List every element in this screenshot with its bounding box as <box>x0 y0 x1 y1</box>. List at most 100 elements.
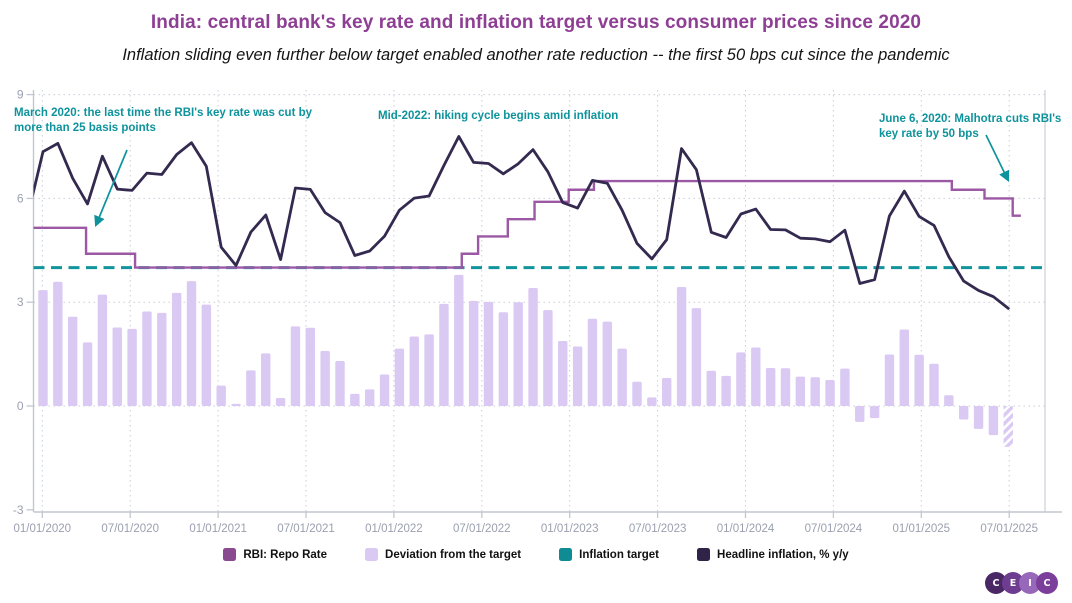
bar-latest-hatched <box>1003 406 1013 447</box>
bar <box>929 363 939 406</box>
y-tick-label: 9 <box>17 88 24 102</box>
bar <box>394 348 405 406</box>
annotation-mid-2022: Mid-2022: hiking cycle begins amid infla… <box>378 110 619 122</box>
x-tick-label: 01/01/2025 <box>893 523 951 535</box>
bar <box>973 406 984 429</box>
x-tick-label: 01/01/2023 <box>541 523 599 535</box>
bar <box>869 406 880 419</box>
bar <box>409 336 419 406</box>
page-title: India: central bank's key rate and infla… <box>150 12 922 33</box>
bar <box>944 395 954 406</box>
logo-letter: C <box>985 572 1007 594</box>
bar <box>157 312 167 406</box>
x-tick-label: 01/01/2024 <box>717 523 775 535</box>
bar <box>275 398 286 406</box>
bar <box>706 370 716 406</box>
bar <box>676 286 687 406</box>
bar <box>468 300 479 406</box>
bar <box>379 374 390 406</box>
bar <box>647 397 657 406</box>
bar <box>543 310 553 406</box>
bar <box>736 352 746 406</box>
bar <box>899 329 909 406</box>
bar <box>825 380 835 406</box>
x-tick-label: 07/01/2023 <box>629 523 687 535</box>
bar <box>691 308 702 406</box>
bar <box>751 347 761 406</box>
axes: 9 6 3 0 -3 01/01/2020 07/01/2020 01/01/2021 07/0… <box>13 88 1062 535</box>
x-tick-label: 01/01/2022 <box>365 523 423 535</box>
legend-item-headline-inflation: Headline inflation, % y/y <box>697 548 849 561</box>
legend-label: Deviation from the target <box>385 548 522 561</box>
bar <box>558 340 568 406</box>
ceic-logo: C E I C <box>985 572 1058 594</box>
bar <box>38 290 48 406</box>
logo-letter: C <box>1036 572 1058 594</box>
x-tick-label: 07/01/2022 <box>453 523 511 535</box>
bar <box>528 288 538 406</box>
bar <box>483 301 494 406</box>
bar <box>112 327 122 406</box>
bar <box>884 354 895 406</box>
bar <box>765 367 776 406</box>
bar <box>572 346 583 406</box>
bar <box>498 312 509 406</box>
bar <box>142 311 152 406</box>
annotation-june-cut: June 6, 2020: Malhotra cuts RBI's key ra… <box>879 113 1062 140</box>
legend-item-deviation: Deviation from the target <box>365 548 521 561</box>
bar <box>721 375 731 406</box>
bar <box>617 348 627 406</box>
repo-rate-swatch <box>223 548 237 561</box>
bar <box>513 302 523 406</box>
legend-item-repo-rate: RBI: Repo Rate <box>223 548 327 561</box>
repo-rate-line <box>33 179 1021 269</box>
arrow-march-2020 <box>94 149 128 228</box>
page-subtitle: Inflation sliding even further below tar… <box>122 46 950 64</box>
x-tick-label: 07/01/2020 <box>101 523 159 535</box>
bar <box>127 328 137 406</box>
bar <box>201 304 212 406</box>
bar <box>424 334 434 406</box>
bar <box>97 294 108 406</box>
x-tick-label: 07/01/2024 <box>805 523 863 535</box>
bar <box>855 406 865 422</box>
bar <box>350 393 360 406</box>
deviation-swatch <box>365 548 379 561</box>
bar <box>335 361 345 406</box>
bar <box>780 368 791 406</box>
y-tick-label: -3 <box>13 503 24 517</box>
x-tick-label: 07/01/2021 <box>277 523 335 535</box>
legend-label: Headline inflation, % y/y <box>717 548 849 561</box>
bar <box>261 353 271 406</box>
bar <box>662 377 672 406</box>
logo-letter: I <box>1019 572 1041 594</box>
bar <box>68 316 78 406</box>
inflation-target-swatch <box>559 548 573 561</box>
bar <box>82 342 93 406</box>
bar <box>290 326 301 406</box>
bar <box>439 303 449 406</box>
bar <box>216 385 226 406</box>
bar <box>246 370 256 406</box>
y-tick-label: 3 <box>17 295 24 309</box>
bar <box>602 321 612 406</box>
x-tick-label: 01/01/2020 <box>14 523 72 535</box>
bar <box>320 350 330 406</box>
x-tick-label: 01/01/2021 <box>189 523 247 535</box>
headline-inflation-line <box>33 135 1010 310</box>
x-tick-label: 07/01/2025 <box>980 523 1038 535</box>
deviation-bars-series <box>38 274 1013 447</box>
bar <box>53 281 63 406</box>
y-tick-label: 0 <box>17 399 24 413</box>
bar <box>810 377 820 406</box>
annotation-march-2020: March 2020: the last time the RBI's key … <box>14 107 313 134</box>
bar <box>988 406 999 436</box>
bar <box>454 274 464 406</box>
bar <box>305 327 315 406</box>
bar <box>587 318 598 406</box>
logo-letter: E <box>1002 572 1024 594</box>
bar <box>795 376 806 406</box>
bar <box>959 406 969 420</box>
